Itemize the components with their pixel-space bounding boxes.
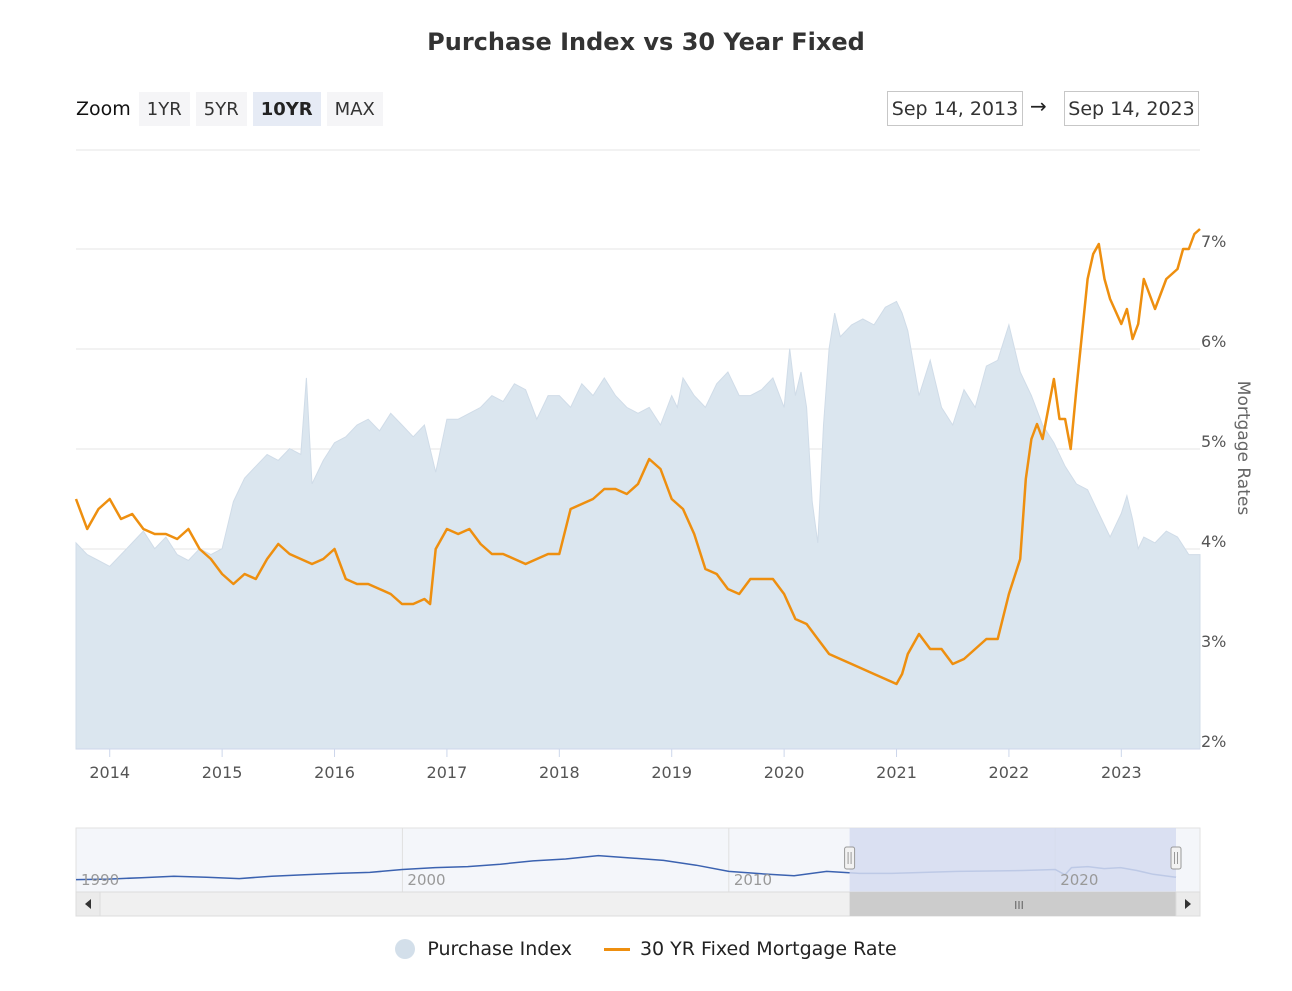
- legend-dot-icon: [395, 939, 416, 959]
- zoom-1yr-button[interactable]: 1YR: [138, 92, 190, 126]
- scroll-left-arrow-icon: [85, 899, 91, 909]
- x-tick-label: 2023: [1101, 763, 1142, 782]
- handle-body[interactable]: [1170, 846, 1182, 870]
- navigator-selection[interactable]: [849, 828, 1176, 892]
- range-from-input[interactable]: Sep 14, 2013: [887, 91, 1023, 126]
- x-tick-label: 2016: [314, 763, 355, 782]
- zoom-controls: Zoom 1YR 5YR 10YR MAX: [76, 92, 389, 126]
- legend-label-mortgage-rate: 30 YR Fixed Mortgage Rate: [639, 938, 897, 960]
- scroll-right-arrow-icon: [1185, 899, 1191, 909]
- zoom-label: Zoom: [76, 98, 131, 120]
- range-to-input[interactable]: Sep 14, 2023: [1064, 91, 1199, 126]
- legend: Purchase Index 30 YR Fixed Mortgage Rate: [0, 938, 1292, 960]
- navigator-right-handle[interactable]: [1170, 846, 1182, 870]
- y-tick-label: 4%: [1201, 532, 1226, 551]
- y-tick-label: 7%: [1201, 232, 1226, 251]
- y-tick-label: 2%: [1201, 732, 1226, 751]
- y-tick-label: 6%: [1201, 332, 1226, 351]
- navigator[interactable]: 1990 2000 2010 2020 III: [75, 827, 1201, 917]
- x-tick-label: 2020: [764, 763, 805, 782]
- zoom-5yr-button[interactable]: 5YR: [195, 92, 247, 126]
- legend-item-purchase-index[interactable]: Purchase Index: [395, 938, 572, 960]
- x-axis: 2014 2015 2016 2017 2018 2019 2020 2021 2022 2023: [76, 748, 1200, 782]
- handle-body[interactable]: [844, 846, 856, 870]
- mortgage-rate-line: [74, 228, 1201, 686]
- x-tick-label: 2021: [876, 763, 917, 782]
- navigator-tick-label: 2000: [407, 871, 445, 889]
- zoom-max-button[interactable]: MAX: [326, 92, 383, 126]
- y-tick-label: 3%: [1201, 632, 1226, 651]
- x-tick-label: 2014: [89, 763, 130, 782]
- legend-line-icon: [603, 947, 630, 951]
- x-tick-label: 2015: [202, 763, 243, 782]
- y-axis-right: 2% 3% 4% 5% 6% 7%: [1201, 232, 1226, 751]
- range-arrow-icon: →: [1030, 94, 1047, 118]
- x-tick-label: 2018: [539, 763, 580, 782]
- purchase-index-area: [75, 300, 1201, 750]
- y-tick-label: 5%: [1201, 432, 1226, 451]
- navigator-tick-label: 2010: [734, 871, 772, 889]
- x-tick-label: 2019: [651, 763, 692, 782]
- chart-title: Purchase Index vs 30 Year Fixed: [427, 28, 865, 56]
- y-axis-title: Mortgage Rates: [1233, 381, 1253, 516]
- navigator-left-handle[interactable]: [844, 846, 856, 870]
- x-tick-label: 2017: [427, 763, 468, 782]
- x-tick-label: 2022: [989, 763, 1030, 782]
- scrollbar-thumb[interactable]: [849, 892, 1176, 916]
- legend-label-purchase-index: Purchase Index: [427, 938, 572, 960]
- zoom-10yr-button[interactable]: 10YR: [252, 92, 321, 126]
- scrollbar-grip-icon: III: [1014, 899, 1024, 912]
- navigator-ticks: 1990 2000 2010 2020: [81, 871, 1098, 889]
- navigator-tick-label: 2020: [1060, 871, 1098, 889]
- chart-area[interactable]: 2014 2015 2016 2017 2018 2019 2020 2021 2022 2023…: [0, 0, 1292, 930]
- legend-item-mortgage-rate[interactable]: 30 YR Fixed Mortgage Rate: [603, 938, 897, 960]
- navigator-tick-label: 1990: [81, 871, 119, 889]
